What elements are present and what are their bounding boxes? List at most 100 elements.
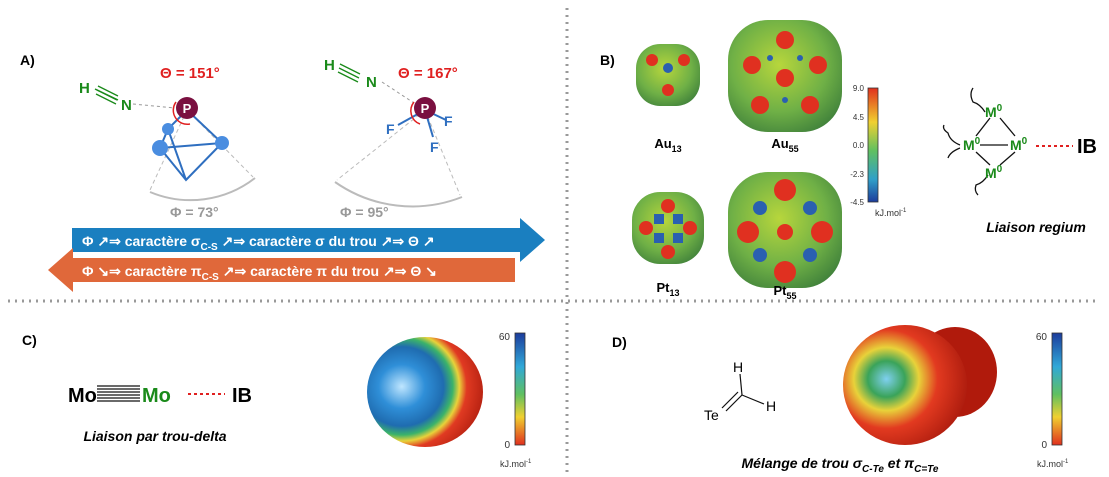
interaction [381, 81, 415, 104]
subscript: 55 [786, 291, 796, 301]
theta-label: Θ = 167° [398, 65, 458, 82]
text: kJ.mol [875, 208, 901, 218]
atom-label: N [121, 97, 132, 114]
text: Au [654, 136, 671, 151]
scheme-bonds [942, 87, 1016, 196]
atom-label: P [183, 101, 192, 116]
atom [215, 136, 229, 150]
atom-label: F [430, 139, 439, 155]
superscript: 0 [997, 103, 1003, 114]
atom-label: H [79, 80, 90, 97]
text: Pt [656, 280, 670, 295]
panel-label: C) [22, 332, 37, 348]
text: kJ.mol [1037, 459, 1063, 469]
triple-bond [95, 85, 119, 105]
arrow-pi [48, 248, 515, 292]
structure-left: H N P Θ = 151° Φ = 73° [79, 65, 256, 220]
subscript: 55 [789, 144, 799, 154]
text: Φ ↗⇒ caractère σ [82, 233, 201, 249]
colorbar-tick: -4.5 [850, 198, 864, 207]
superscript: -1 [901, 208, 907, 214]
text: M [985, 165, 997, 181]
atom-label: F [386, 121, 395, 137]
colorbar-unit: kJ.mol-1 [875, 208, 907, 218]
subscript: 13 [672, 144, 682, 154]
panel-label: D) [612, 334, 627, 350]
arrow-sigma [72, 218, 545, 262]
angle-mark [410, 101, 421, 125]
cage [158, 109, 224, 182]
triple-bond [337, 63, 361, 83]
atom-label: P [421, 101, 430, 116]
cluster-label: Pt13 [656, 280, 679, 298]
superscript: -1 [1063, 459, 1069, 465]
metal-label: M0 [985, 103, 1003, 120]
colorbar-unit: kJ.mol-1 [1037, 459, 1069, 469]
panel-label: A) [20, 52, 35, 68]
text: et π [884, 455, 915, 471]
panel-label: B) [600, 52, 615, 68]
subscript: C=Te [914, 464, 939, 475]
caption: Liaison regium [986, 219, 1086, 235]
superscript: 0 [997, 164, 1003, 175]
text: M [963, 137, 975, 153]
cone-line [336, 109, 426, 181]
ib-label: IB [232, 385, 252, 407]
colorbar-tick: 9.0 [853, 84, 865, 93]
cluster [636, 44, 700, 106]
ib-label: IB [1077, 136, 1097, 158]
atom-label: H [324, 57, 335, 74]
colorbar-tick: 0 [1041, 440, 1047, 451]
text: Mélange de trou σ [742, 455, 863, 471]
subscript: 13 [669, 288, 679, 298]
caption: Mélange de trou σC-Te et πC=Te [742, 455, 939, 475]
colorbar [1051, 332, 1063, 446]
cluster-label: Au13 [654, 136, 681, 154]
atom [162, 123, 174, 135]
subscript: C-S [202, 272, 220, 283]
atom [414, 97, 436, 119]
phi-label: Φ = 73° [170, 204, 219, 220]
angle-mark [172, 101, 191, 126]
text: Au [771, 136, 788, 151]
superscript: 0 [1022, 136, 1028, 147]
text: ↗⇒ caractère π du trou ↗⇒ Θ ↘ [219, 263, 437, 279]
colorbar-tick: 0.0 [853, 141, 865, 150]
colorbar-tick: 60 [1036, 332, 1048, 343]
text: ↗⇒ caractère σ du trou ↗⇒ Θ ↗ [218, 233, 435, 249]
angle-arc [334, 181, 463, 208]
interaction [132, 103, 176, 109]
colorbar-tick: 4.5 [853, 113, 865, 122]
esp-surface [843, 325, 997, 445]
text: M [985, 104, 997, 120]
clusters [632, 20, 842, 288]
superscript: -1 [526, 459, 532, 465]
phi-label: Φ = 95° [340, 204, 389, 220]
atom-label: H [766, 398, 776, 414]
colorbar [514, 332, 526, 446]
text: M [1010, 137, 1022, 153]
colorbar [867, 87, 879, 203]
bonds [721, 373, 765, 412]
metal-label: M0 [1010, 136, 1028, 153]
colorbar-tick: 60 [499, 332, 511, 343]
text: kJ.mol [500, 459, 526, 469]
atom [176, 97, 198, 119]
text: Φ ↘⇒ caractère π [82, 263, 202, 279]
atom-label: Mo [68, 385, 97, 407]
subscript: C-S [200, 242, 218, 253]
superscript: 0 [975, 136, 981, 147]
atom-label: Te [704, 407, 719, 423]
colorbar-tick: -2.3 [850, 170, 864, 179]
cluster [728, 20, 842, 132]
cluster [632, 192, 704, 264]
theta-label: Θ = 151° [160, 65, 220, 82]
caption: Liaison par trou-delta [83, 428, 226, 444]
structure-right: H N P F F F Θ = 167° Φ = 95° [324, 57, 463, 220]
cone-line [424, 109, 461, 196]
metal-label: M0 [963, 136, 981, 153]
colorbar-unit: kJ.mol-1 [500, 459, 532, 469]
metal-label: M0 [985, 164, 1003, 181]
